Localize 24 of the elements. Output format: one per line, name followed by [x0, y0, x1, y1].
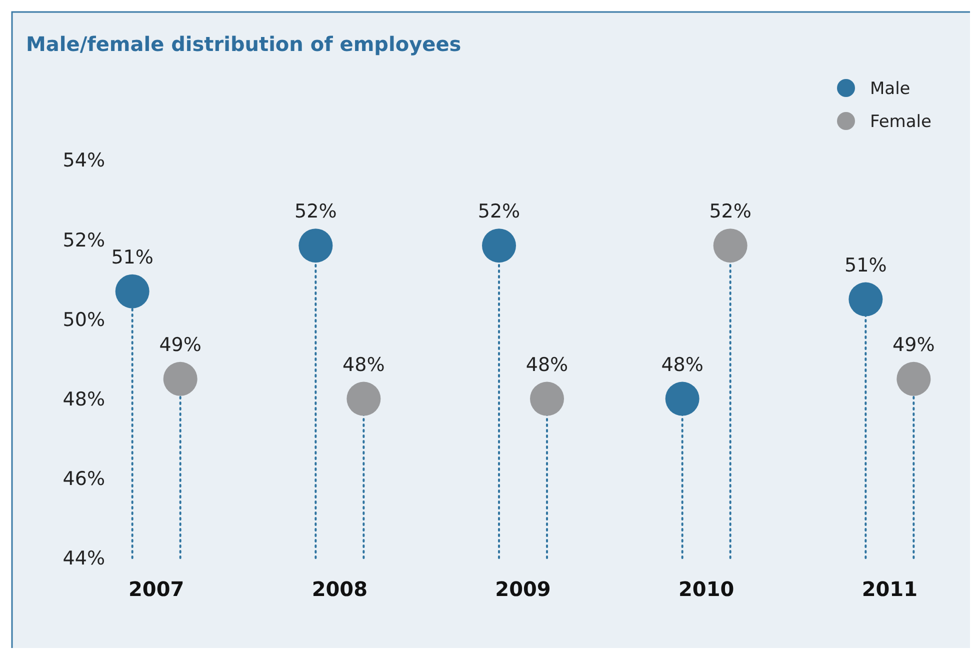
data-label: 51% [111, 246, 154, 268]
x-tick-label: 2011 [862, 577, 918, 601]
data-label: 52% [478, 200, 520, 223]
y-tick-label: 46% [62, 468, 105, 490]
y-tick-label: 54% [62, 150, 105, 172]
x-tick-label: 2007 [128, 577, 184, 601]
chart-title: Male/female distribution of employees [26, 32, 462, 56]
x-tick-label: 2008 [312, 577, 368, 601]
data-label: 51% [844, 254, 887, 276]
y-tick-label: 52% [62, 229, 105, 252]
y-tick-label: 48% [62, 388, 105, 410]
y-tick-label: 50% [62, 308, 105, 331]
data-label: 52% [294, 200, 337, 223]
y-tick-label: 44% [62, 548, 105, 570]
x-tick-label: 2009 [495, 577, 551, 601]
data-label: 48% [661, 354, 704, 376]
data-label: 48% [526, 354, 568, 376]
data-label: 48% [342, 354, 385, 376]
legend-label: Male [870, 78, 910, 99]
data-label: 52% [709, 200, 752, 223]
legend-label: Female [870, 112, 932, 132]
data-label: 49% [892, 334, 935, 356]
data-label: 49% [159, 334, 202, 356]
x-tick-label: 2010 [678, 577, 734, 601]
